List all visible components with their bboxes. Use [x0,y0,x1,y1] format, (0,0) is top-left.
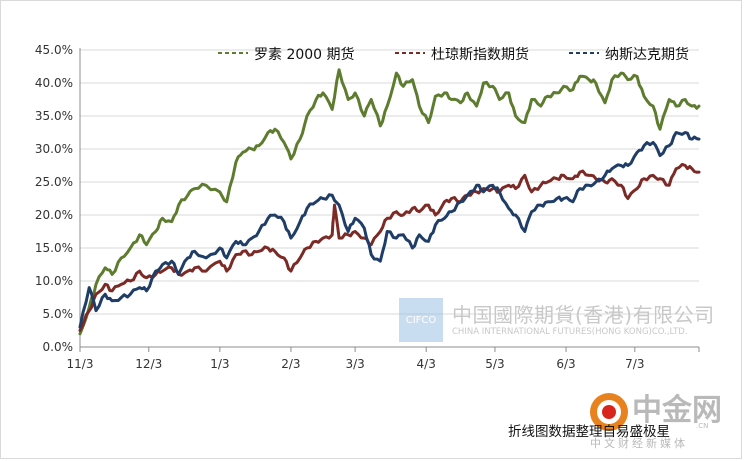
x-tick-label: 5/3 [485,357,504,371]
site-logo-subtitle: 中文财经新媒体 [590,437,688,450]
y-tick-label: 40.0% [35,76,73,90]
x-tick-label: 11/3 [67,357,94,371]
legend-label: 杜琼斯指数期货 [431,46,529,63]
y-tick-label: 10.0% [35,274,73,288]
watermark-company-name: 中国國際期貨(香港)有限公司 [452,303,715,327]
series-lines [78,68,701,336]
y-tick-label: 35.0% [35,109,73,123]
x-tick-label: 3/3 [345,357,364,371]
axes: 0.0% 5.0% 10.0% 15.0% 20.0% 25.0% 30.0% 35.0% 40… [35,43,700,371]
x-tick-label: 12/3 [135,357,162,371]
site-logo-url: .CN [696,422,709,430]
x-tick-label: 4/3 [417,357,436,371]
legend-label: 纳斯达克期货 [605,46,689,63]
series-line [78,68,701,336]
watermark-company-name-en: CHINA INTERNATIONAL FUTURES(HONG KONG)CO… [452,327,688,337]
y-tick-label: 30.0% [35,142,73,156]
x-tick-label: 6/3 [556,357,575,371]
legend: 罗素 2000 期货 杜琼斯指数期货 纳斯达克期货 [218,46,689,63]
y-tick-label: 45.0% [35,43,73,57]
watermark-logo: CIFCO [399,298,443,342]
x-tick-label: 7/3 [625,357,644,371]
site-logo: 中金网 .CN 中文财经新媒体 [588,385,738,455]
series-line [78,131,701,329]
y-tick-label: 25.0% [35,175,73,189]
x-tick-label: 2/3 [281,357,300,371]
legend-label: 罗素 2000 期货 [254,46,355,63]
source-note: 折线图数据整理自易盛极星 [508,424,670,440]
site-logo-icon [590,393,628,431]
y-tick-label: 15.0% [35,241,73,255]
y-tick-label: 20.0% [35,208,73,222]
y-tick-label: 0.0% [43,340,74,354]
y-tick-label: 5.0% [43,307,74,321]
site-logo-name: 中金网 [632,393,722,428]
x-tick-label: 1/3 [210,357,229,371]
